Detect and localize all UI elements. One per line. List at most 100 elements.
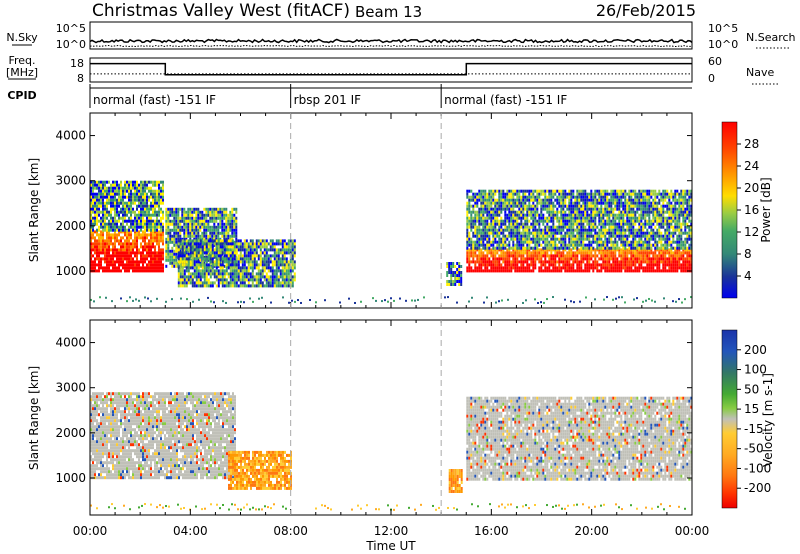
echo-cell — [150, 233, 152, 237]
echo-cell — [490, 207, 493, 211]
echo-cell — [534, 198, 537, 202]
echo-cell — [136, 195, 138, 199]
echo-cell — [154, 248, 156, 252]
echo-cell — [203, 216, 206, 220]
echo-cell — [610, 225, 613, 229]
echo-cell — [136, 192, 138, 196]
echo-cell — [636, 243, 639, 247]
echo-cell — [644, 201, 647, 205]
echo-cell — [614, 248, 617, 252]
echo-cell — [484, 201, 487, 205]
echo-cell — [142, 213, 144, 217]
echo-cell — [205, 228, 208, 232]
echo-cell — [169, 261, 172, 265]
echo-cell — [156, 225, 158, 229]
echo-cell — [534, 257, 537, 261]
echo-cell — [518, 234, 521, 238]
echo-cell — [150, 219, 152, 223]
echo-cell — [518, 254, 521, 258]
echo-cell — [690, 248, 693, 252]
echo-cell — [273, 269, 276, 273]
echo-cell — [484, 266, 487, 270]
echo-cell — [90, 248, 92, 252]
echo-cell — [506, 225, 509, 229]
echo-cell — [606, 204, 609, 208]
echo-cell — [674, 269, 677, 273]
echo-cell — [257, 242, 260, 246]
echo-cell — [201, 216, 204, 220]
echo-cell — [144, 230, 146, 234]
echo-cell — [508, 195, 511, 199]
echo-cell — [110, 186, 112, 190]
echo-cell — [223, 269, 226, 273]
echo-cell — [134, 195, 136, 199]
echo-cell — [215, 254, 218, 258]
echo-cell — [618, 269, 621, 273]
echo-cell — [472, 225, 475, 229]
echo-cell — [610, 207, 613, 211]
echo-cell — [199, 248, 202, 252]
echo-cell — [506, 263, 509, 267]
echo-cell — [482, 216, 485, 220]
echo-cell — [674, 260, 677, 264]
echo-cell — [177, 269, 180, 273]
echo-cell — [112, 248, 114, 252]
echo-cell — [90, 207, 92, 211]
echo-cell — [128, 230, 130, 234]
echo-cell — [267, 275, 270, 279]
echo-cell — [235, 237, 238, 241]
echo-cell — [496, 222, 499, 226]
echo-cell — [582, 192, 585, 196]
echo-cell — [466, 254, 469, 258]
echo-cell — [558, 231, 561, 235]
echo-cell — [207, 269, 210, 273]
echo-cell — [482, 263, 485, 267]
echo-cell — [257, 254, 260, 258]
echo-cell — [568, 195, 571, 199]
echo-cell — [221, 255, 224, 259]
echo-cell — [526, 195, 529, 199]
echo-cell — [287, 263, 290, 267]
echo-cell — [227, 231, 230, 235]
echo-cell — [191, 278, 194, 282]
echo-cell — [534, 266, 537, 270]
echo-cell — [126, 254, 128, 258]
echo-cell — [106, 201, 108, 205]
echo-cell — [620, 213, 623, 217]
echo-cell — [146, 222, 148, 226]
echo-cell — [98, 195, 100, 199]
echo-cell — [490, 243, 493, 247]
echo-cell — [114, 180, 116, 184]
echo-cell — [90, 204, 92, 208]
echo-cell — [154, 183, 156, 187]
echo-cell — [140, 213, 142, 217]
echo-cell — [552, 210, 555, 214]
echo-cell — [183, 225, 186, 229]
echo-cell — [498, 257, 501, 261]
echo-cell — [98, 236, 100, 240]
echo-cell — [122, 225, 124, 229]
echo-cell — [154, 210, 156, 214]
echo-cell — [130, 225, 132, 229]
echo-cell — [114, 248, 116, 252]
echo-cell — [594, 266, 597, 270]
echo-cell — [568, 266, 571, 270]
echo-cell — [114, 216, 116, 220]
echo-cell — [195, 216, 198, 220]
echo-cell — [142, 248, 144, 252]
echo-cell — [189, 231, 192, 235]
echo-cell — [110, 210, 112, 214]
echo-cell — [602, 257, 605, 261]
echo-cell — [110, 189, 112, 193]
echo-cell — [500, 204, 503, 208]
echo-cell — [251, 260, 254, 264]
echo-cell — [255, 284, 258, 288]
echo-cell — [558, 251, 561, 255]
echo-cell — [556, 251, 559, 255]
echo-cell — [524, 257, 527, 261]
echo-cell — [598, 189, 601, 193]
echo-cell — [556, 225, 559, 229]
echo-cell — [235, 266, 238, 270]
echo-cell — [171, 252, 174, 256]
echo-cell — [498, 225, 501, 229]
